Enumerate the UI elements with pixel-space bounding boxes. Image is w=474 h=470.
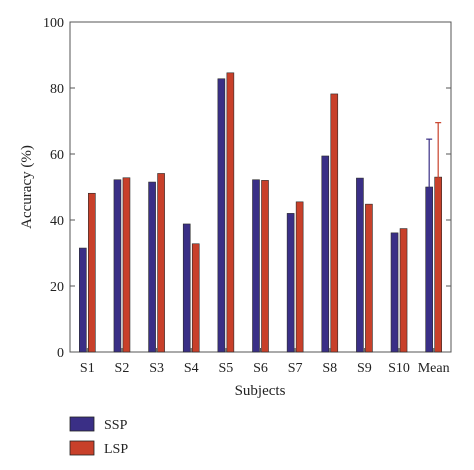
bar-ssp-s5	[217, 78, 226, 353]
bar-lsp-s2	[122, 177, 131, 353]
x-tick-label: S9	[357, 361, 372, 376]
error-bars	[426, 122, 442, 236]
bar-ssp-s6	[252, 179, 260, 353]
bar-lsp-s7	[295, 201, 304, 353]
y-tick-label: 100	[43, 16, 64, 31]
y-axis: 0 20 40 60 80 100	[43, 16, 451, 361]
bar-ssp-s1	[79, 247, 87, 353]
x-tick-label: S8	[322, 361, 337, 376]
x-tick-label: S6	[253, 361, 268, 376]
bar-ssp-s10	[390, 232, 399, 353]
y-tick-label: 80	[50, 82, 64, 97]
bar-lsp-s10	[399, 228, 408, 353]
bars	[79, 72, 442, 353]
bar-ssp-s9	[356, 177, 364, 353]
bar-ssp-s4	[182, 223, 191, 353]
bar-lsp-s4	[191, 243, 200, 353]
x-tick-label: Mean	[418, 361, 450, 376]
bar-lsp-s1	[88, 192, 96, 353]
x-tick-label: S10	[388, 361, 410, 376]
x-tick-label: S7	[288, 361, 303, 376]
bar-lsp-s8	[330, 93, 339, 353]
y-axis-title: Accuracy (%)	[19, 145, 35, 229]
bar-ssp-s2	[113, 179, 122, 353]
x-axis: S1 S2 S3 S4 S5 S6 S7 S8 S9 S10 Mean	[80, 348, 450, 376]
bar-ssp-s8	[321, 155, 330, 353]
x-tick-label: S2	[115, 361, 130, 376]
legend-swatch-lsp	[69, 440, 95, 456]
y-tick-label: 20	[50, 280, 64, 295]
legend-swatch-ssp	[69, 416, 95, 432]
legend-label-lsp: LSP	[104, 442, 128, 457]
bar-lsp-s9	[365, 203, 373, 353]
legend: SSP LSP	[69, 416, 128, 457]
x-tick-label: S1	[80, 361, 95, 376]
legend-label-ssp: SSP	[104, 418, 128, 433]
bar-lsp-s6	[261, 180, 269, 353]
x-axis-title: Subjects	[235, 383, 286, 399]
y-tick-label: 0	[57, 346, 64, 361]
bar-ssp-s3	[148, 181, 156, 353]
x-tick-label: S3	[149, 361, 164, 376]
y-tick-label: 40	[50, 214, 64, 229]
bar-lsp-s3	[157, 173, 165, 353]
x-tick-label: S5	[218, 361, 233, 376]
x-tick-label: S4	[184, 361, 199, 376]
bar-ssp-s7	[286, 213, 295, 353]
bar-lsp-s5	[226, 72, 235, 353]
y-tick-label: 60	[50, 148, 64, 163]
